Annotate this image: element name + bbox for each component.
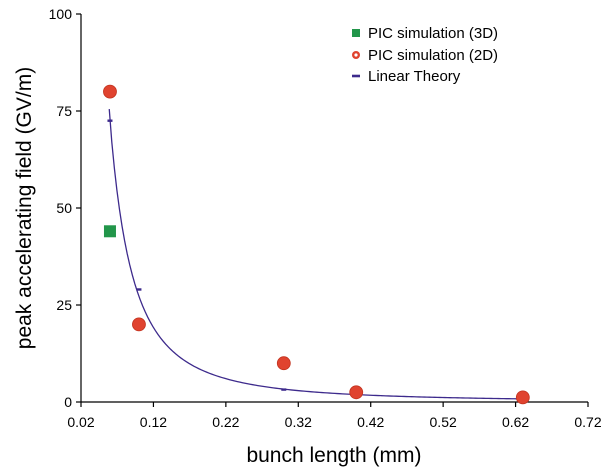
pic-3d-point <box>103 225 116 238</box>
legend-item-pic-2d: PIC simulation (2D) <box>352 47 498 64</box>
x-tick-label: 0.12 <box>140 414 167 430</box>
legend-label: PIC simulation (3D) <box>368 25 498 42</box>
y-tick-label: 0 <box>64 394 72 410</box>
x-tick-label: 0.32 <box>285 414 312 430</box>
x-tick-label: 0.02 <box>67 414 94 430</box>
legend: PIC simulation (3D) PIC simulation (2D) Li… <box>352 25 498 85</box>
legend-square-icon <box>352 29 360 37</box>
legend-item-linear-theory: Linear Theory <box>352 68 461 85</box>
y-tick-label: 50 <box>56 200 72 216</box>
y-tick-label: 25 <box>56 297 72 313</box>
x-axis-title: bunch length (mm) <box>246 444 421 467</box>
x-ticks: 0.02 0.12 0.22 0.32 0.42 0.52 0.62 0.72 <box>67 402 602 430</box>
legend-label: PIC simulation (2D) <box>368 47 498 64</box>
x-tick-label: 0.42 <box>357 414 384 430</box>
y-axis-title: peak accelerating field (GV/m) <box>13 67 36 349</box>
legend-label: Linear Theory <box>368 68 461 85</box>
legend-circle-center <box>354 53 358 57</box>
pic-2d-point <box>276 356 291 371</box>
y-tick-label: 75 <box>56 103 72 119</box>
y-tick-label: 100 <box>49 6 73 22</box>
pic-2d-point <box>103 84 117 99</box>
x-tick-label: 0.62 <box>502 414 529 430</box>
legend-item-pic-3d: PIC simulation (3D) <box>352 25 498 42</box>
pic-2d-point <box>132 317 146 332</box>
pic-2d-point <box>349 385 364 400</box>
x-tick-label: 0.22 <box>212 414 239 430</box>
data-points <box>103 84 530 405</box>
pic-2d-point <box>515 390 530 405</box>
x-tick-label: 0.52 <box>430 414 457 430</box>
linear-theory-curve <box>108 109 520 400</box>
x-tick-label: 0.72 <box>574 414 601 430</box>
y-ticks: 0 25 50 75 100 <box>49 6 81 410</box>
